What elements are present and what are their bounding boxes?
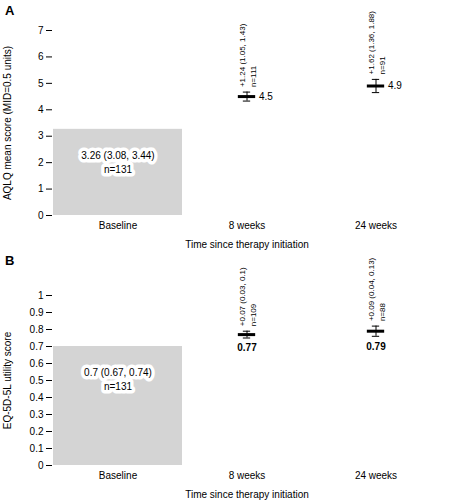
- svg-text:+1.24 (1.05, 1.43): +1.24 (1.05, 1.43): [238, 23, 247, 87]
- svg-text:n=88: n=88: [378, 303, 387, 322]
- svg-text:0.5: 0.5: [30, 375, 44, 386]
- svg-text:8 weeks: 8 weeks: [229, 470, 266, 481]
- svg-text:5: 5: [38, 78, 44, 89]
- svg-text:4.5: 4.5: [259, 91, 273, 102]
- svg-text:4: 4: [38, 104, 44, 115]
- svg-text:1: 1: [38, 290, 44, 301]
- svg-text:0.6: 0.6: [30, 358, 44, 369]
- svg-text:+1.62 (1.36, 1.88): +1.62 (1.36, 1.88): [367, 11, 376, 75]
- svg-text:n=111: n=111: [249, 65, 258, 87]
- svg-text:Time since therapy initiation: Time since therapy initiation: [185, 489, 309, 500]
- svg-text:3.26 (3.08, 3.44): 3.26 (3.08, 3.44): [81, 150, 154, 161]
- svg-text:0.7 (0.67, 0.74): 0.7 (0.67, 0.74): [84, 367, 152, 378]
- html-text:A: A: [5, 3, 15, 18]
- svg-text:0.9: 0.9: [30, 307, 44, 318]
- svg-text:0.3: 0.3: [30, 409, 44, 420]
- svg-text:n=91: n=91: [378, 56, 387, 75]
- svg-text:0: 0: [38, 210, 44, 221]
- svg-text:4.9: 4.9: [388, 80, 402, 91]
- svg-text:0.7: 0.7: [30, 341, 44, 352]
- svg-text:+0.07 (0.03, 0.1): +0.07 (0.03, 0.1): [238, 267, 247, 326]
- svg-text:0: 0: [38, 460, 44, 471]
- svg-text:Baseline: Baseline: [99, 470, 138, 481]
- svg-text:0.4: 0.4: [30, 392, 44, 403]
- svg-text:AQLQ mean score (MID=0.5 units: AQLQ mean score (MID=0.5 units): [2, 46, 13, 200]
- svg-text:24 weeks: 24 weeks: [355, 220, 397, 231]
- svg-text:6: 6: [38, 51, 44, 62]
- svg-text:0.1: 0.1: [30, 443, 44, 454]
- svg-text:24 weeks: 24 weeks: [355, 470, 397, 481]
- svg-text:Baseline: Baseline: [99, 220, 138, 231]
- svg-text:3: 3: [38, 130, 44, 141]
- svg-text:n=109: n=109: [249, 303, 258, 326]
- svg-text:0.77: 0.77: [237, 342, 257, 353]
- svg-text:8 weeks: 8 weeks: [229, 220, 266, 231]
- svg-text:0.2: 0.2: [30, 426, 44, 437]
- svg-text:0.8: 0.8: [30, 324, 44, 335]
- svg-text:n=131: n=131: [104, 164, 133, 175]
- svg-text:2: 2: [38, 157, 44, 168]
- svg-text:1: 1: [38, 183, 44, 194]
- svg-text:n=131: n=131: [104, 381, 133, 392]
- svg-text:7: 7: [38, 25, 44, 36]
- svg-text:Time since therapy initiation: Time since therapy initiation: [185, 239, 309, 250]
- svg-text:EQ-5D-5L utility score: EQ-5D-5L utility score: [2, 331, 13, 429]
- html-text:B: B: [5, 253, 15, 268]
- svg-text:+0.09 (0.04, 0.13): +0.09 (0.04, 0.13): [367, 257, 376, 321]
- svg-text:0.79: 0.79: [366, 341, 386, 352]
